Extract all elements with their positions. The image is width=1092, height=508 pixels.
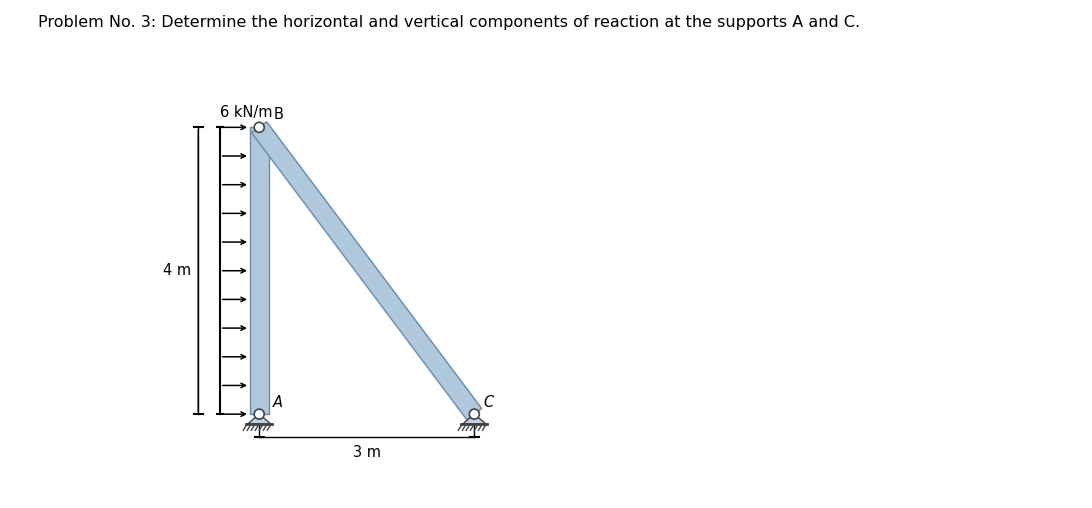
Circle shape xyxy=(254,409,264,419)
Polygon shape xyxy=(250,128,269,414)
Text: B: B xyxy=(274,107,284,122)
Polygon shape xyxy=(252,122,482,420)
Circle shape xyxy=(470,409,479,419)
Text: 4 m: 4 m xyxy=(163,263,191,278)
Text: 6 kN/m: 6 kN/m xyxy=(219,105,272,120)
Text: 3 m: 3 m xyxy=(353,446,381,460)
Text: Problem No. 3: Determine the horizontal and vertical components of reaction at t: Problem No. 3: Determine the horizontal … xyxy=(38,15,860,30)
Circle shape xyxy=(254,122,264,133)
Polygon shape xyxy=(248,414,271,424)
Text: A: A xyxy=(273,395,283,410)
Polygon shape xyxy=(463,414,486,424)
Text: C: C xyxy=(484,395,494,410)
